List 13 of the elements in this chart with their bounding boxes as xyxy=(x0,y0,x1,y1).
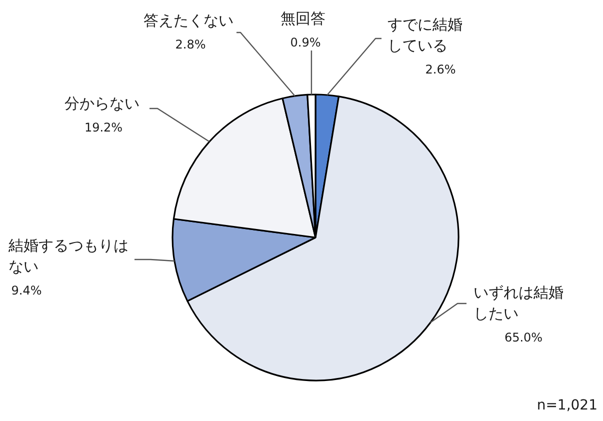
text: n=1,021 xyxy=(536,398,598,414)
data-label: 19.2% xyxy=(84,120,123,134)
slice-label: いずれは結婚したい xyxy=(474,284,564,322)
slice-label: 無回答 xyxy=(280,10,326,28)
slice-label: 結婚するつもりはない xyxy=(8,236,128,276)
data-label: 2.8% xyxy=(175,38,206,52)
slice-label: すでに結婚している xyxy=(388,16,462,54)
data-label: 0.9% xyxy=(290,36,321,50)
slice-label: 分からない xyxy=(64,94,140,112)
data-label: 2.6% xyxy=(425,62,456,76)
data-label: 65.0% xyxy=(504,330,543,344)
slice-label: 答えたくない xyxy=(144,12,234,30)
data-label: 9.4% xyxy=(11,284,42,298)
